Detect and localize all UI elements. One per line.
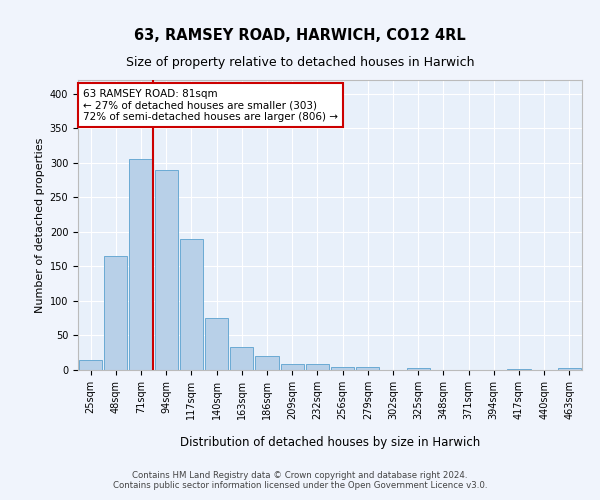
- Text: 63 RAMSEY ROAD: 81sqm
← 27% of detached houses are smaller (303)
72% of semi-det: 63 RAMSEY ROAD: 81sqm ← 27% of detached …: [83, 88, 338, 122]
- Bar: [104, 256, 127, 370]
- Bar: [407, 368, 430, 370]
- Bar: [331, 366, 354, 370]
- Bar: [508, 368, 530, 370]
- Bar: [79, 360, 102, 370]
- Text: Distribution of detached houses by size in Harwich: Distribution of detached houses by size …: [180, 436, 480, 449]
- Bar: [281, 364, 304, 370]
- Text: Contains HM Land Registry data © Crown copyright and database right 2024.
Contai: Contains HM Land Registry data © Crown c…: [113, 470, 487, 490]
- Bar: [205, 318, 228, 370]
- Bar: [356, 367, 379, 370]
- Bar: [180, 239, 203, 370]
- Bar: [558, 368, 581, 370]
- Bar: [130, 160, 152, 370]
- Bar: [230, 347, 253, 370]
- Text: Size of property relative to detached houses in Harwich: Size of property relative to detached ho…: [126, 56, 474, 69]
- Bar: [155, 170, 178, 370]
- Y-axis label: Number of detached properties: Number of detached properties: [35, 138, 46, 312]
- Bar: [256, 356, 278, 370]
- Text: 63, RAMSEY ROAD, HARWICH, CO12 4RL: 63, RAMSEY ROAD, HARWICH, CO12 4RL: [134, 28, 466, 42]
- Bar: [306, 364, 329, 370]
